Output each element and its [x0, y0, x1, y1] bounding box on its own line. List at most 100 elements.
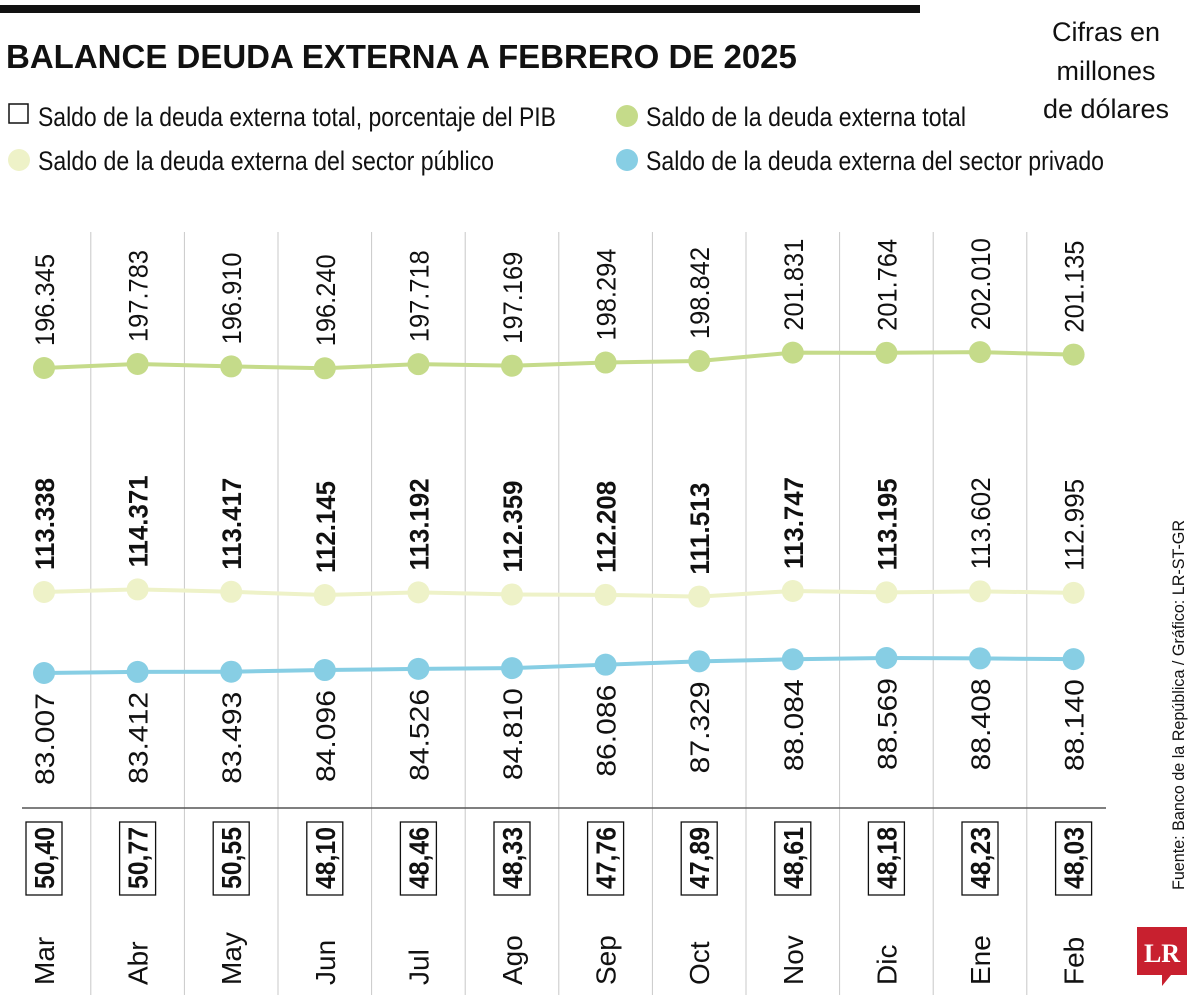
series-line-private: [43, 655, 1074, 675]
data-label-public: 111.513: [685, 483, 715, 575]
data-point-total: [407, 353, 430, 376]
series-line-total: [43, 350, 1074, 371]
data-label-total: 197.718: [404, 250, 434, 342]
pib-box: [306, 821, 344, 896]
pib-value: 48,61: [778, 827, 809, 889]
month-label: Ago: [497, 935, 528, 985]
data-point-public: [126, 578, 149, 601]
svg-text:LR: LR: [1144, 939, 1180, 968]
month-label: Dic: [871, 945, 902, 985]
pib-box: [1054, 821, 1093, 896]
data-label-total: 201.831: [779, 239, 809, 331]
data-point-total: [313, 357, 336, 380]
legend-label-private: Saldo de la deuda externa del sector pri…: [646, 146, 1104, 176]
pib-value: 47,89: [684, 827, 715, 889]
data-point-private: [126, 660, 149, 683]
pib-value: 50,77: [123, 827, 154, 889]
data-label-private: 88.408: [966, 678, 996, 770]
data-label-total: 196.345: [30, 254, 60, 346]
month-label: Oct: [684, 941, 715, 985]
data-label-private: 86.086: [592, 685, 622, 777]
data-label-private: 88.084: [779, 679, 809, 771]
data-label-public: 113.192: [404, 478, 434, 570]
chart-marks: 196.345 197.783 196.910 196.240 197.718 197.1…: [25, 238, 1093, 985]
data-label-private: 87.329: [685, 681, 715, 773]
data-point-total: [875, 341, 898, 364]
month-label: Mar: [29, 937, 60, 985]
data-label-public: 113.195: [872, 478, 902, 570]
data-label-total: 202.010: [966, 238, 996, 330]
legend-label-total: Saldo de la deuda externa total: [646, 102, 966, 132]
month-label: Sep: [591, 935, 622, 985]
chart-title: BALANCE DEUDA EXTERNA A FEBRERO DE 2025: [6, 38, 797, 75]
data-point-private: [501, 657, 523, 680]
pib-value: 48,23: [965, 827, 996, 889]
data-point-public: [688, 585, 711, 608]
data-label-private: 83.007: [30, 693, 60, 785]
data-point-public: [501, 583, 523, 606]
month-label: Jul: [403, 949, 434, 985]
data-label-public: 113.602: [966, 477, 996, 569]
month-label: Ene: [965, 935, 996, 985]
month-label: Jun: [310, 940, 341, 985]
data-point-private: [875, 646, 898, 669]
data-point-public: [781, 579, 804, 602]
pib-box: [25, 821, 63, 896]
legend-label-public: Saldo de la deuda externa del sector púb…: [38, 146, 494, 176]
data-point-total: [1062, 343, 1085, 366]
pib-box: [867, 821, 906, 896]
data-point-public: [407, 581, 430, 604]
lr-logo: LR: [1137, 927, 1187, 986]
data-label-private: 88.140: [1060, 679, 1090, 771]
legend-circle-icon-private: [616, 149, 638, 171]
pib-value: 48,18: [871, 827, 902, 889]
source-note: Fuente: Banco de la República / Gráfico:…: [1169, 520, 1188, 890]
data-label-private: 83.412: [124, 692, 154, 784]
data-label-total: 197.783: [124, 250, 154, 342]
pib-box: [774, 821, 812, 896]
pib-value: 48,33: [497, 827, 528, 889]
data-label-total: 196.910: [217, 252, 247, 344]
pib-box: [118, 821, 157, 896]
data-point-private: [407, 657, 430, 680]
data-label-total: 198.842: [685, 247, 715, 339]
data-label-public: 113.338: [30, 478, 60, 570]
pib-value: 48,03: [1059, 827, 1090, 889]
pib-box: [586, 821, 625, 896]
data-point-total: [969, 341, 991, 364]
data-point-total: [220, 355, 243, 378]
data-point-private: [313, 659, 336, 682]
data-label-private: 88.569: [872, 678, 902, 770]
data-label-total: 198.294: [592, 249, 622, 341]
pib-value: 48,10: [310, 827, 341, 889]
data-label-total: 201.764: [872, 239, 902, 331]
data-label-public: 112.145: [311, 481, 341, 573]
data-point-private: [33, 662, 55, 684]
data-label-public: 112.995: [1060, 479, 1090, 571]
pib-box: [399, 821, 438, 896]
data-point-private: [969, 647, 991, 670]
legend-label-pib: Saldo de la deuda externa total, porcent…: [38, 102, 556, 132]
data-point-private: [1062, 648, 1085, 671]
data-point-total: [781, 341, 804, 364]
top-bar: [0, 5, 920, 13]
data-label-private: 84.526: [404, 689, 434, 781]
data-point-public: [594, 583, 617, 606]
month-label: Abr: [123, 941, 154, 985]
data-label-private: 84.096: [311, 690, 341, 782]
grid: [90, 232, 1028, 995]
data-point-private: [594, 653, 617, 676]
units-note-2: millones: [1056, 56, 1155, 86]
pib-box: [493, 821, 531, 896]
pib-box: [680, 821, 718, 896]
legend-circle-icon-total: [616, 105, 638, 127]
data-point-public: [875, 581, 898, 604]
data-label-private: 83.493: [217, 692, 247, 784]
data-point-public: [313, 583, 336, 606]
data-point-public: [33, 581, 55, 603]
legend-square-icon: [8, 103, 29, 124]
month-label: Nov: [778, 935, 809, 985]
data-label-public: 114.371: [124, 475, 154, 567]
data-label-private: 84.810: [498, 688, 528, 780]
